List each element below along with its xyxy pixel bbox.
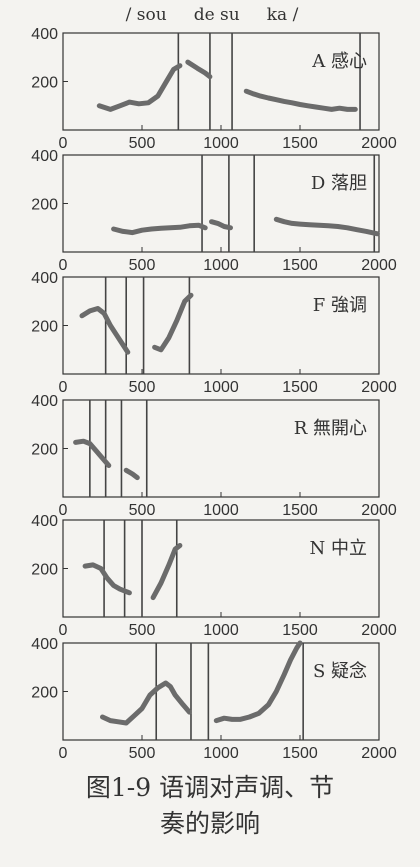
x-tick-label: 1000 bbox=[203, 502, 239, 519]
pitch-curve-segment bbox=[79, 306, 131, 355]
pitch-curve-segment bbox=[209, 219, 233, 231]
pitch-curve-segment bbox=[82, 562, 132, 596]
pitch-curve-segment bbox=[96, 63, 183, 112]
x-tick-label: 2000 bbox=[361, 379, 397, 396]
caption-line-2: 奏的影响 bbox=[159, 809, 260, 838]
panel-label: N 中立 bbox=[310, 538, 367, 559]
x-tick-label: 1500 bbox=[282, 745, 318, 762]
y-tick-label: 200 bbox=[31, 197, 58, 214]
pitch-curve-segment bbox=[73, 438, 112, 468]
y-tick-label: 400 bbox=[31, 393, 58, 410]
x-tick-label: 2000 bbox=[361, 745, 397, 762]
x-tick-label: 2000 bbox=[361, 135, 397, 152]
pitch-curve-segment bbox=[213, 640, 303, 724]
x-tick-label: 1000 bbox=[203, 135, 239, 152]
phonetic-header: / sou de su ka / bbox=[126, 5, 299, 25]
y-tick-label: 200 bbox=[31, 442, 58, 459]
x-tick-label: 1000 bbox=[203, 379, 239, 396]
x-tick-label: 500 bbox=[129, 622, 156, 639]
x-tick-label: 0 bbox=[59, 135, 68, 152]
y-tick-label: 400 bbox=[31, 26, 58, 43]
x-tick-label: 1500 bbox=[282, 379, 318, 396]
x-tick-label: 0 bbox=[59, 745, 68, 762]
x-tick-label: 1500 bbox=[282, 622, 318, 639]
plot-frame bbox=[62, 32, 380, 131]
y-tick-label: 200 bbox=[31, 562, 58, 579]
y-tick-label: 200 bbox=[31, 75, 58, 92]
panel-label: S 疑念 bbox=[313, 660, 367, 682]
y-tick-label: 400 bbox=[31, 513, 58, 530]
panel-2: 200 400 0 500 1000 1500 2000 D 落胆 bbox=[31, 148, 397, 274]
plot-frame bbox=[62, 399, 380, 498]
panel-5: 200 400 0 500 1000 1500 2000 N 中立 bbox=[31, 513, 397, 639]
x-tick-label: 1000 bbox=[203, 745, 239, 762]
x-tick-label: 500 bbox=[129, 135, 156, 152]
y-tick-label: 400 bbox=[31, 270, 58, 287]
x-tick-label: 500 bbox=[129, 379, 156, 396]
x-tick-label: 0 bbox=[59, 379, 68, 396]
y-tick-label: 400 bbox=[31, 636, 58, 653]
panel-label: D 落胆 bbox=[311, 173, 367, 194]
x-tick-label: 2000 bbox=[361, 257, 397, 274]
x-tick-label: 500 bbox=[129, 745, 156, 762]
pitch-curve-segment bbox=[111, 222, 208, 236]
panel-3: 200 400 0 500 1000 1500 2000 F 強调 bbox=[31, 270, 397, 396]
panel-label: R 無開心 bbox=[294, 418, 367, 439]
pitch-curve-segment bbox=[150, 543, 183, 601]
pitch-curve-segment bbox=[185, 59, 213, 80]
x-tick-label: 1500 bbox=[282, 135, 318, 152]
panel-label: A 感心 bbox=[311, 51, 367, 72]
figure-caption: 图1-9 语调对声调、节 奏的影响 bbox=[40, 770, 380, 842]
x-tick-label: 1500 bbox=[282, 257, 318, 274]
pitch-curve-segment bbox=[243, 88, 358, 112]
x-tick-label: 1000 bbox=[203, 257, 239, 274]
x-tick-label: 0 bbox=[59, 257, 68, 274]
x-tick-label: 500 bbox=[129, 502, 156, 519]
panel-label: F 強调 bbox=[313, 295, 367, 316]
panel-4: 200 400 0 500 1000 1500 2000 R 無開心 bbox=[31, 393, 397, 519]
y-tick-label: 400 bbox=[31, 148, 58, 165]
plot-frame bbox=[62, 642, 380, 741]
pitch-curve-segment bbox=[273, 216, 380, 237]
pitch-curve-segment bbox=[152, 292, 194, 353]
plot-frame bbox=[62, 154, 380, 253]
x-tick-label: 0 bbox=[59, 502, 68, 519]
x-tick-label: 1500 bbox=[282, 502, 318, 519]
panel-6: 200 400 0 500 1000 1500 2000 S 疑念 bbox=[31, 636, 397, 762]
panel-1: 200 400 0 500 1000 1500 2000 A 感心 bbox=[31, 26, 397, 152]
y-tick-label: 200 bbox=[31, 685, 58, 702]
plot-frame bbox=[62, 519, 380, 618]
pitch-curve-segment bbox=[100, 680, 192, 726]
x-tick-label: 2000 bbox=[361, 502, 397, 519]
pitch-curve-segment bbox=[123, 467, 140, 481]
x-tick-label: 2000 bbox=[361, 622, 397, 639]
x-tick-label: 0 bbox=[59, 622, 68, 639]
caption-line-1: 图1-9 语调对声调、节 bbox=[85, 773, 335, 802]
x-tick-label: 1000 bbox=[203, 622, 239, 639]
x-tick-label: 500 bbox=[129, 257, 156, 274]
y-tick-label: 200 bbox=[31, 319, 58, 336]
